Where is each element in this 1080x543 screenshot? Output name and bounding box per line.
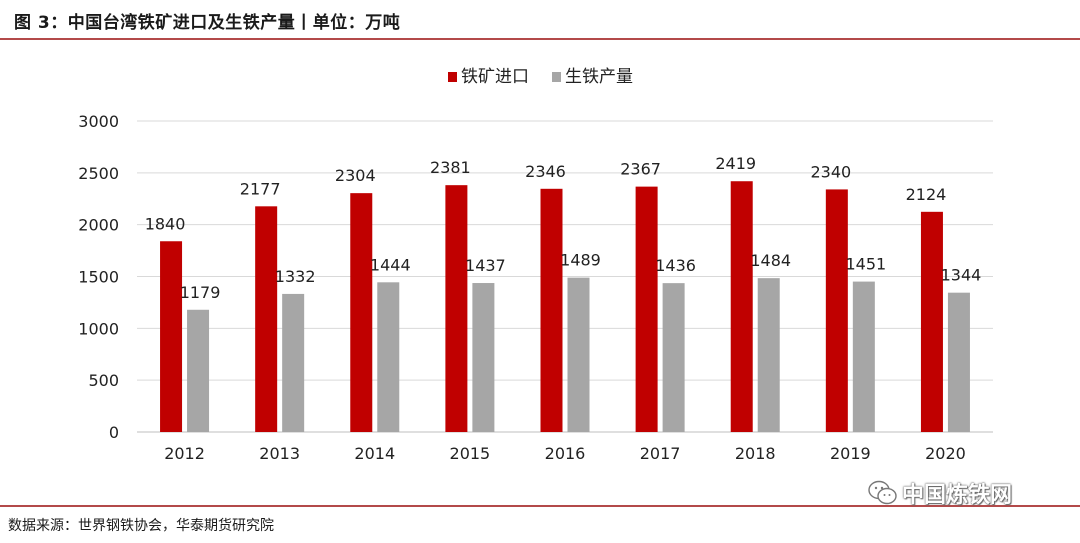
top-divider: [0, 38, 1080, 40]
x-tick-label: 2019: [830, 444, 871, 463]
bar-pig-iron-output: [662, 283, 685, 432]
y-tick-label: 1000: [78, 319, 119, 338]
watermark-text: 中国炼铁网: [902, 483, 1013, 508]
data-label: 1436: [655, 256, 696, 275]
bar-pig-iron-output: [282, 293, 305, 432]
data-label: 2346: [525, 162, 566, 181]
data-label: 1451: [845, 255, 886, 274]
bar-iron-ore-import: [635, 186, 658, 432]
y-tick-label: 2000: [78, 216, 119, 235]
bar-iron-ore-import: [445, 185, 468, 432]
legend-label: 铁矿进口: [461, 67, 529, 87]
wechat-icon: [868, 480, 897, 505]
bar-iron-ore-import: [730, 181, 753, 432]
bottom-divider: [0, 505, 1080, 507]
y-tick-label: 500: [88, 371, 119, 390]
bar-pig-iron-output: [472, 283, 495, 432]
bar-chart: 0 500 1000 1500 2000 2500 3000 2012 1840 1179 2013…: [78, 67, 993, 463]
data-label: 2340: [810, 162, 851, 181]
data-label: 1437: [465, 256, 506, 275]
bar-iron-ore-import: [920, 211, 943, 432]
bar-iron-ore-import: [540, 188, 563, 432]
source-note: 数据来源：世界钢铁协会，华泰期货研究院: [8, 518, 274, 534]
bar-iron-ore-import: [825, 189, 848, 432]
y-tick-label: 2500: [78, 164, 119, 183]
bar-pig-iron-output: [947, 292, 970, 432]
data-label: 2367: [620, 160, 661, 179]
x-tick-label: 2018: [735, 444, 776, 463]
legend-label: 生铁产量: [565, 67, 633, 87]
data-label: 2304: [335, 166, 376, 185]
x-tick-label: 2012: [164, 444, 205, 463]
y-tick-label: 3000: [78, 112, 119, 131]
x-tick-label: 2017: [640, 444, 681, 463]
data-label: 1489: [560, 251, 601, 270]
data-label: 2124: [906, 185, 947, 204]
y-tick-label: 0: [109, 423, 119, 442]
x-tick-label: 2020: [925, 444, 966, 463]
figure-title: 图 3：中国台湾铁矿进口及生铁产量丨单位：万吨: [14, 13, 401, 33]
x-tick-label: 2016: [545, 444, 586, 463]
data-label: 1179: [180, 283, 221, 302]
data-label: 1344: [941, 266, 982, 285]
y-tick-label: 1500: [78, 268, 119, 287]
bar-pig-iron-output: [757, 278, 780, 432]
bar-iron-ore-import: [255, 206, 278, 432]
bar-iron-ore-import: [160, 241, 183, 432]
bar-pig-iron-output: [187, 309, 210, 432]
x-tick-label: 2013: [259, 444, 300, 463]
bar-pig-iron-output: [567, 277, 590, 432]
bar-iron-ore-import: [350, 193, 373, 432]
bar-pig-iron-output: [852, 281, 875, 432]
legend-swatch: [552, 72, 561, 82]
data-label: 1444: [370, 255, 411, 274]
x-tick-label: 2014: [354, 444, 395, 463]
data-label: 2419: [715, 154, 756, 173]
legend-swatch: [448, 72, 457, 82]
watermark: 中国炼铁网: [868, 478, 1012, 508]
data-label: 2177: [240, 179, 281, 198]
data-label: 2381: [430, 158, 471, 177]
data-label: 1484: [750, 251, 791, 270]
x-tick-label: 2015: [450, 444, 491, 463]
data-label: 1840: [145, 214, 186, 233]
bar-pig-iron-output: [377, 282, 400, 432]
data-label: 1332: [275, 267, 316, 286]
